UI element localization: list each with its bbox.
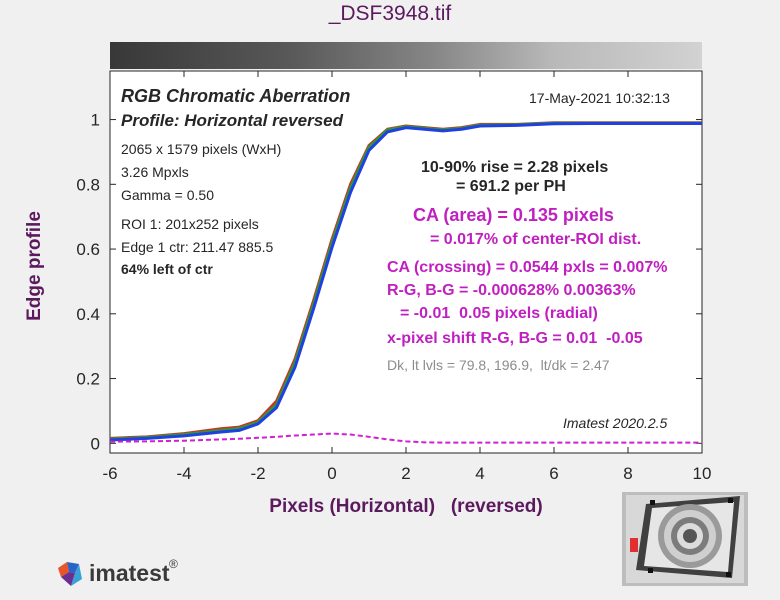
chart-subtitle: Profile: Horizontal reversed: [121, 111, 344, 130]
x-axis-label: Pixels (Horizontal) (reversed): [269, 496, 542, 517]
version-text: Imatest 2020.2.5: [563, 415, 668, 431]
info-edge-ctr: Edge 1 ctr: 211.47 885.5: [121, 239, 274, 255]
per-ph-text: = 691.2 per PH: [456, 178, 566, 195]
y-tick-label: 0.2: [76, 370, 100, 389]
y-tick-label: 0.8: [76, 175, 100, 194]
ca-area-pct-text: = 0.017% of center-ROI dist.: [430, 231, 642, 248]
x-tick-label: -2: [250, 464, 265, 483]
imatest-logo-text: imatest: [89, 560, 170, 586]
registered-mark: ®: [169, 557, 178, 571]
y-tick-label: 1: [91, 111, 100, 130]
x-tick-label: -4: [176, 464, 191, 483]
window-title: _DSF3948.tif: [328, 2, 452, 25]
info-position: 64% left of ctr: [121, 261, 213, 277]
y-tick-label: 0.6: [76, 240, 100, 259]
x-tick-label: -6: [102, 464, 117, 483]
rg-bg-text: R-G, B-G = -0.000628% 0.00363%: [387, 282, 636, 299]
test-chart-thumbnail: [622, 492, 748, 586]
x-tick-label: 6: [549, 464, 558, 483]
edge-profile-line: [109, 121, 702, 442]
y-axis-label: Edge profile: [24, 211, 45, 321]
y-tick-label: 0.4: [76, 305, 100, 324]
rg-bg-px-text: = -0.01 0.05 pixels (radial): [400, 305, 598, 322]
imatest-logo: imatest ®: [55, 557, 195, 591]
info-roi: ROI 1: 201x252 pixels: [121, 216, 259, 232]
info-gamma: Gamma = 0.50: [121, 187, 214, 203]
levels-text: Dk, lt lvls = 79.8, 196.9, lt/dk = 2.47: [387, 357, 610, 373]
x-shift-text: x-pixel shift R-G, B-G = 0.01 -0.05: [387, 330, 643, 347]
chart-title: RGB Chromatic Aberration: [121, 86, 351, 106]
imatest-logo-icon: [58, 562, 82, 586]
x-tick-label: 8: [623, 464, 632, 483]
x-tick-label: 2: [401, 464, 410, 483]
x-tick-label: 4: [475, 464, 484, 483]
info-mpxls: 3.26 Mpxls: [121, 164, 189, 180]
ca-crossing-text: CA (crossing) = 0.0544 pxls = 0.007%: [387, 259, 668, 276]
y-tick-label: 0: [91, 434, 100, 453]
ca-difference-line: [109, 432, 702, 444]
edge-gradient-strip: [110, 42, 702, 69]
plot-area: [109, 70, 703, 454]
info-size: 2065 x 1579 pixels (WxH): [121, 141, 282, 157]
x-tick-label: 0: [327, 464, 336, 483]
x-tick-label: 10: [693, 464, 712, 483]
timestamp: 17-May-2021 10:32:13: [529, 90, 670, 106]
ca-area-text: CA (area) = 0.135 pixels: [413, 205, 614, 225]
rise-text: 10-90% rise = 2.28 pixels: [421, 159, 609, 176]
